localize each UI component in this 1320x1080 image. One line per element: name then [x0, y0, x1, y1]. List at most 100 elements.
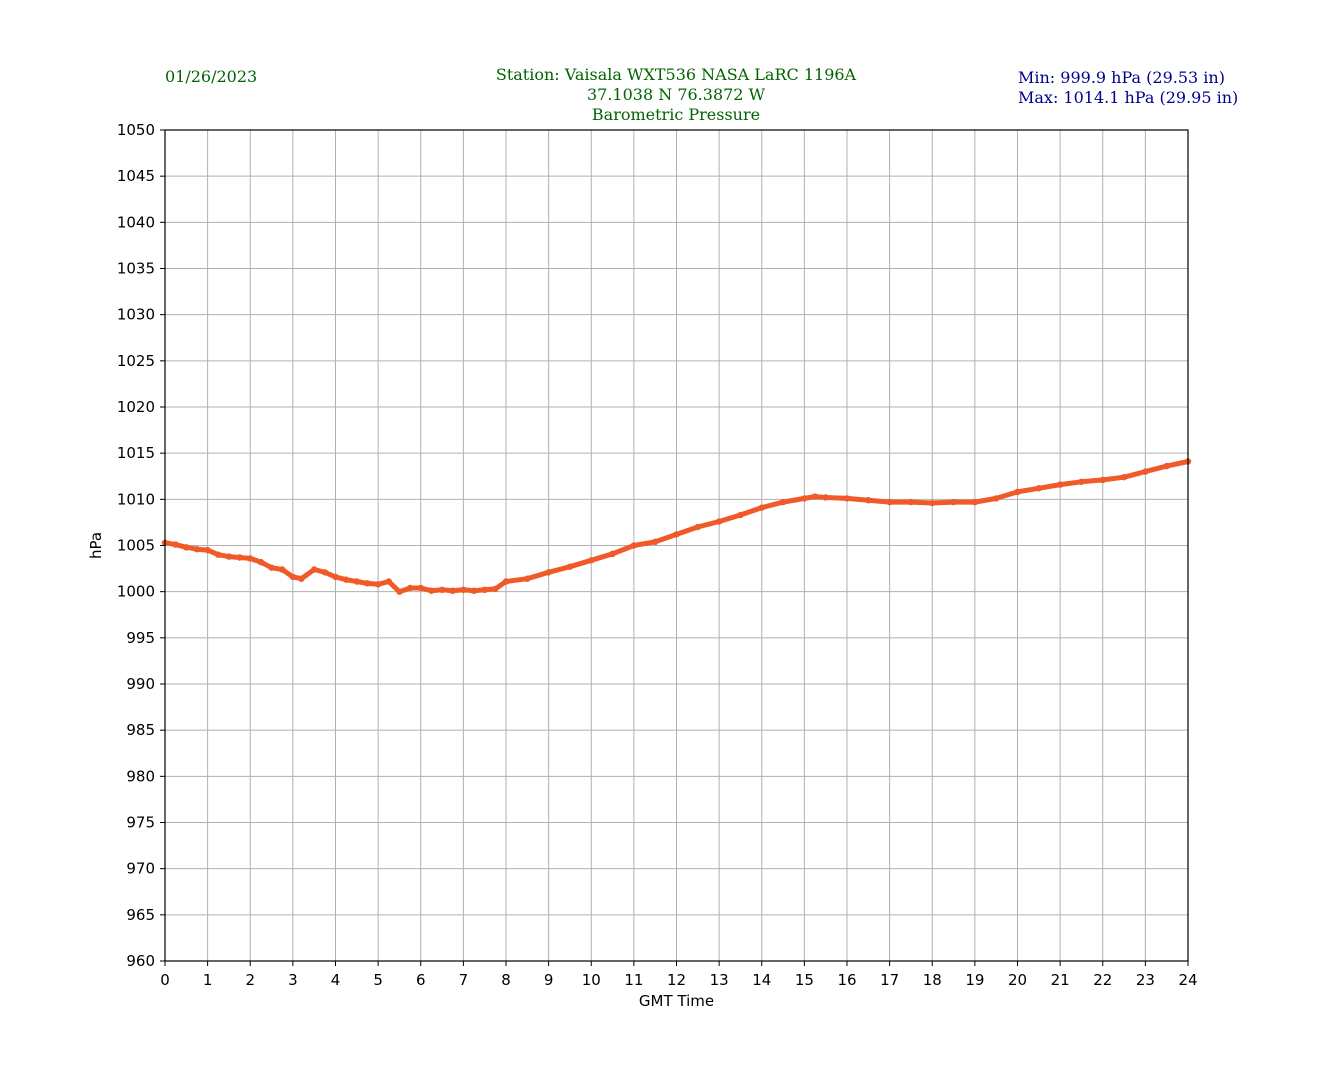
x-tick-label: 11: [624, 971, 643, 989]
x-tick-label: 7: [459, 971, 469, 989]
pressure-data-point: [289, 573, 297, 581]
y-tick-label: 1045: [117, 167, 155, 185]
x-tick-label: 12: [667, 971, 686, 989]
x-tick-label: 19: [965, 971, 984, 989]
pressure-data-point: [566, 563, 574, 570]
pressure-data-point: [193, 545, 201, 553]
y-tick-label: 1040: [117, 213, 155, 231]
x-tick-label: 22: [1093, 971, 1112, 989]
pressure-data-point: [353, 578, 361, 585]
station-label: Station: Vaisala WXT536 NASA LaRC 1196A: [495, 65, 857, 84]
pressure-data-point: [279, 566, 286, 573]
x-tick-label: 17: [880, 971, 899, 989]
x-tick-label: 15: [795, 971, 814, 989]
pressure-data-point: [364, 580, 371, 587]
x-tick-label: 8: [501, 971, 511, 989]
y-tick-label: 960: [126, 952, 155, 970]
x-tick-label: 9: [544, 971, 554, 989]
x-tick-label: 18: [923, 971, 942, 989]
pressure-data-point: [428, 587, 435, 594]
y-tick-label: 965: [126, 906, 155, 924]
y-tick-label: 1035: [117, 260, 155, 278]
y-tick-label: 1010: [117, 490, 155, 508]
pressure-data-point: [811, 493, 819, 500]
pressure-data-point: [172, 541, 179, 548]
pressure-data-point: [236, 554, 243, 561]
chart-date: 01/26/2023: [165, 67, 258, 86]
y-tick-label: 1025: [117, 352, 155, 370]
pressure-data-point: [843, 495, 851, 502]
pressure-data-point: [438, 586, 446, 594]
series-layer: [161, 458, 1192, 595]
pressure-data-point: [758, 504, 765, 511]
pressure-data-point: [470, 587, 478, 594]
pressure-data-point: [417, 584, 424, 592]
pressure-data-point: [779, 498, 787, 506]
pressure-data-point: [929, 499, 936, 507]
y-tick-label: 995: [126, 629, 155, 647]
pressure-data-point: [865, 497, 872, 504]
pressure-data-point: [1099, 476, 1106, 484]
x-tick-label: 3: [288, 971, 298, 989]
pressure-data-point: [907, 498, 915, 506]
pressure-data-point: [1163, 462, 1170, 470]
y-tick-label: 1015: [117, 444, 155, 462]
pressure-data-point: [545, 569, 552, 576]
chart-header-center: Station: Vaisala WXT536 NASA LaRC 1196A …: [476, 65, 876, 125]
x-tick-label: 21: [1051, 971, 1070, 989]
pressure-data-point: [492, 585, 499, 593]
pressure-data-point: [886, 498, 893, 506]
pressure-data-point: [342, 576, 350, 583]
pressure-data-point: [971, 498, 979, 506]
pressure-data-point: [630, 542, 638, 549]
pressure-data-point: [673, 531, 680, 538]
pressure-data-point: [1078, 478, 1085, 485]
x-tick-label: 1: [203, 971, 213, 989]
y-tick-label: 1020: [117, 398, 155, 416]
chart-title: Barometric Pressure: [591, 105, 761, 124]
min-max-box: Min: 999.9 hPa (29.53 in) Max: 1014.1 hP…: [1018, 68, 1238, 108]
x-tick-label: 14: [752, 971, 771, 989]
pressure-data-point: [651, 538, 659, 546]
pressure-data-point: [225, 553, 233, 560]
pressure-data-point: [715, 518, 723, 525]
x-tick-label: 4: [331, 971, 341, 989]
x-axis-label: GMT Time: [639, 992, 714, 1010]
pressure-data-point: [396, 588, 403, 595]
pressure-data-point: [1120, 473, 1128, 481]
x-tick-label: 10: [582, 971, 601, 989]
pressure-data-point: [183, 544, 190, 551]
pressure-data-point: [502, 578, 510, 585]
pressure-data-point: [1056, 481, 1064, 488]
x-tick-label: 5: [373, 971, 383, 989]
pressure-data-point: [694, 523, 702, 531]
pressure-data-point: [385, 578, 392, 585]
grid-lines: [164, 129, 1189, 962]
pressure-data-point: [588, 557, 595, 564]
pressure-data-point: [215, 551, 222, 558]
pressure-data-point: [374, 581, 382, 588]
station-coords: 37.1038 N 76.3872 W: [586, 85, 766, 104]
pressure-data-point: [204, 546, 211, 554]
pressure-data-point: [801, 495, 808, 502]
pressure-data-point: [268, 564, 275, 571]
pressure-data-point: [321, 569, 329, 576]
x-tick-label: 24: [1178, 971, 1197, 989]
pressure-data-point: [332, 573, 339, 581]
pressure-data-point: [460, 586, 467, 594]
pressure-data-point: [822, 494, 829, 501]
pressure-data-point: [481, 586, 488, 594]
pressure-data-point: [950, 498, 957, 506]
x-axis-ticks: 0 1 2 3 4 5 6 7 8 9 10 11 12 13 14 15 16 17 18 19 20 21 22 23 24: [160, 961, 1198, 989]
pressure-data-point: [1142, 468, 1149, 475]
y-tick-label: 1000: [117, 583, 155, 601]
pressure-data-point: [609, 550, 616, 558]
y-axis-label: hPa: [87, 532, 105, 559]
x-tick-label: 20: [1008, 971, 1027, 989]
x-tick-label: 2: [245, 971, 255, 989]
y-tick-label: 1050: [117, 121, 155, 139]
x-tick-label: 6: [416, 971, 426, 989]
x-tick-label: 23: [1136, 971, 1155, 989]
y-tick-label: 980: [126, 767, 155, 785]
